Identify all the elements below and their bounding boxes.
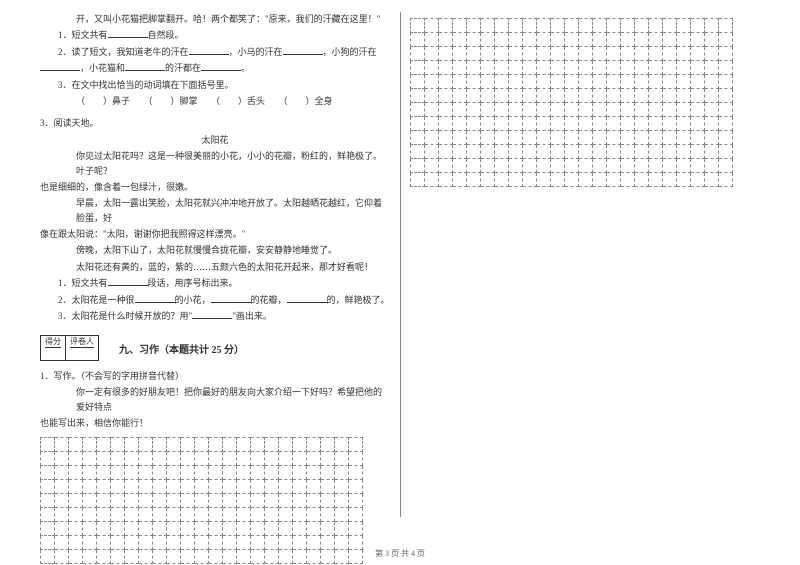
right-column: [410, 12, 760, 517]
text-line: 你见过太阳花吗？这是一种很美丽的小花，小小的花瓣，粉红的，鲜艳极了。叶子呢？: [40, 149, 390, 178]
column-divider: [400, 12, 401, 517]
text-line: 也能写出来，相信你能行！: [40, 416, 390, 430]
score-label-2: 评卷人: [70, 337, 94, 347]
score-label-1: 得分: [45, 337, 61, 347]
grid-table-right: [410, 18, 733, 187]
grid-table-left: [40, 437, 363, 564]
top-paragraph-block: 开，又叫小花猫把脚掌翻开。哈！两个都笑了："原来，我们的汗藏在这里！" 1．短文共…: [40, 12, 390, 108]
text-line: 太阳花还有黄的，蓝的，紫的……五颜六色的太阳花开起来，那才好看呢！: [40, 260, 390, 274]
reading-2-header: 3．阅读天地。: [40, 116, 390, 130]
writing-grid-right: [410, 18, 760, 187]
text-line: 也是细细的，像含着一包绿汁，很嫩。: [40, 180, 390, 194]
text-line: 3．在文中找出恰当的动词填在下面括号里。: [40, 78, 390, 92]
text-line: （ ）鼻子 （ ）脚掌 （ ）舌头 （ ）全身: [40, 94, 390, 108]
left-column: 开，又叫小花猫把脚掌翻开。哈！两个都笑了："原来，我们的汗藏在这里！" 1．短文共…: [40, 12, 390, 517]
text-line: 1．写作。（不会写的字用拼音代替）: [40, 369, 390, 383]
writing-grid-left: [40, 437, 390, 564]
text-line: 3．太阳花是什么时候开放的？用""画出来。: [40, 309, 390, 323]
text-line: 像在跟太阳说："太阳，谢谢你把我照得这样漂亮。": [40, 227, 390, 241]
text-line: 早晨，太阳一露出笑脸，太阳花就兴冲冲地开放了。太阳越晒花越红，它仰着脸蛋，好: [40, 196, 390, 225]
score-cell-1: 得分: [41, 336, 66, 360]
reading-2-title: 太阳花: [40, 133, 390, 147]
score-box: 得分 评卷人: [40, 335, 99, 361]
text-line: 傍晚，太阳下山了，太阳花就慢慢合拢花瓣，安安静静地睡觉了。: [40, 243, 390, 257]
text-line: 你一定有很多的好朋友吧！把你最好的朋友向大家介绍一下好吗？希望把他的爱好特点: [40, 385, 390, 414]
page-footer: 第 3 页 共 4 页: [0, 548, 800, 559]
section-9-title: 九、习作（本题共计 25 分）: [119, 341, 244, 356]
score-blank-2: [70, 347, 94, 359]
text-line: 2．太阳花是一种很的小花，的花瓣，的，鲜艳极了。: [40, 293, 390, 307]
text-line: 开，又叫小花猫把脚掌翻开。哈！两个都笑了："原来，我们的汗藏在这里！": [40, 12, 390, 26]
text-line: 1．短文共有段话，用序号标出来。: [40, 276, 390, 290]
section-9-header: 得分 评卷人 九、习作（本题共计 25 分）: [40, 335, 390, 361]
writing-prompt: 1．写作。（不会写的字用拼音代替） 你一定有很多的好朋友吧！把你最好的朋友向大家介…: [40, 369, 390, 431]
text-line: 1．短文共有自然段。: [40, 28, 390, 42]
text-line: ，小花猫和的汗都在。: [40, 61, 390, 75]
score-blank-1: [45, 347, 61, 359]
text-line: 2．读了短文，我知道老牛的汗在，小马的汗在，小狗的汗在: [40, 45, 390, 59]
score-cell-2: 评卷人: [66, 336, 98, 360]
reading-2-body: 你见过太阳花吗？这是一种很美丽的小花，小小的花瓣，粉红的，鲜艳极了。叶子呢？ 也是…: [40, 149, 390, 323]
